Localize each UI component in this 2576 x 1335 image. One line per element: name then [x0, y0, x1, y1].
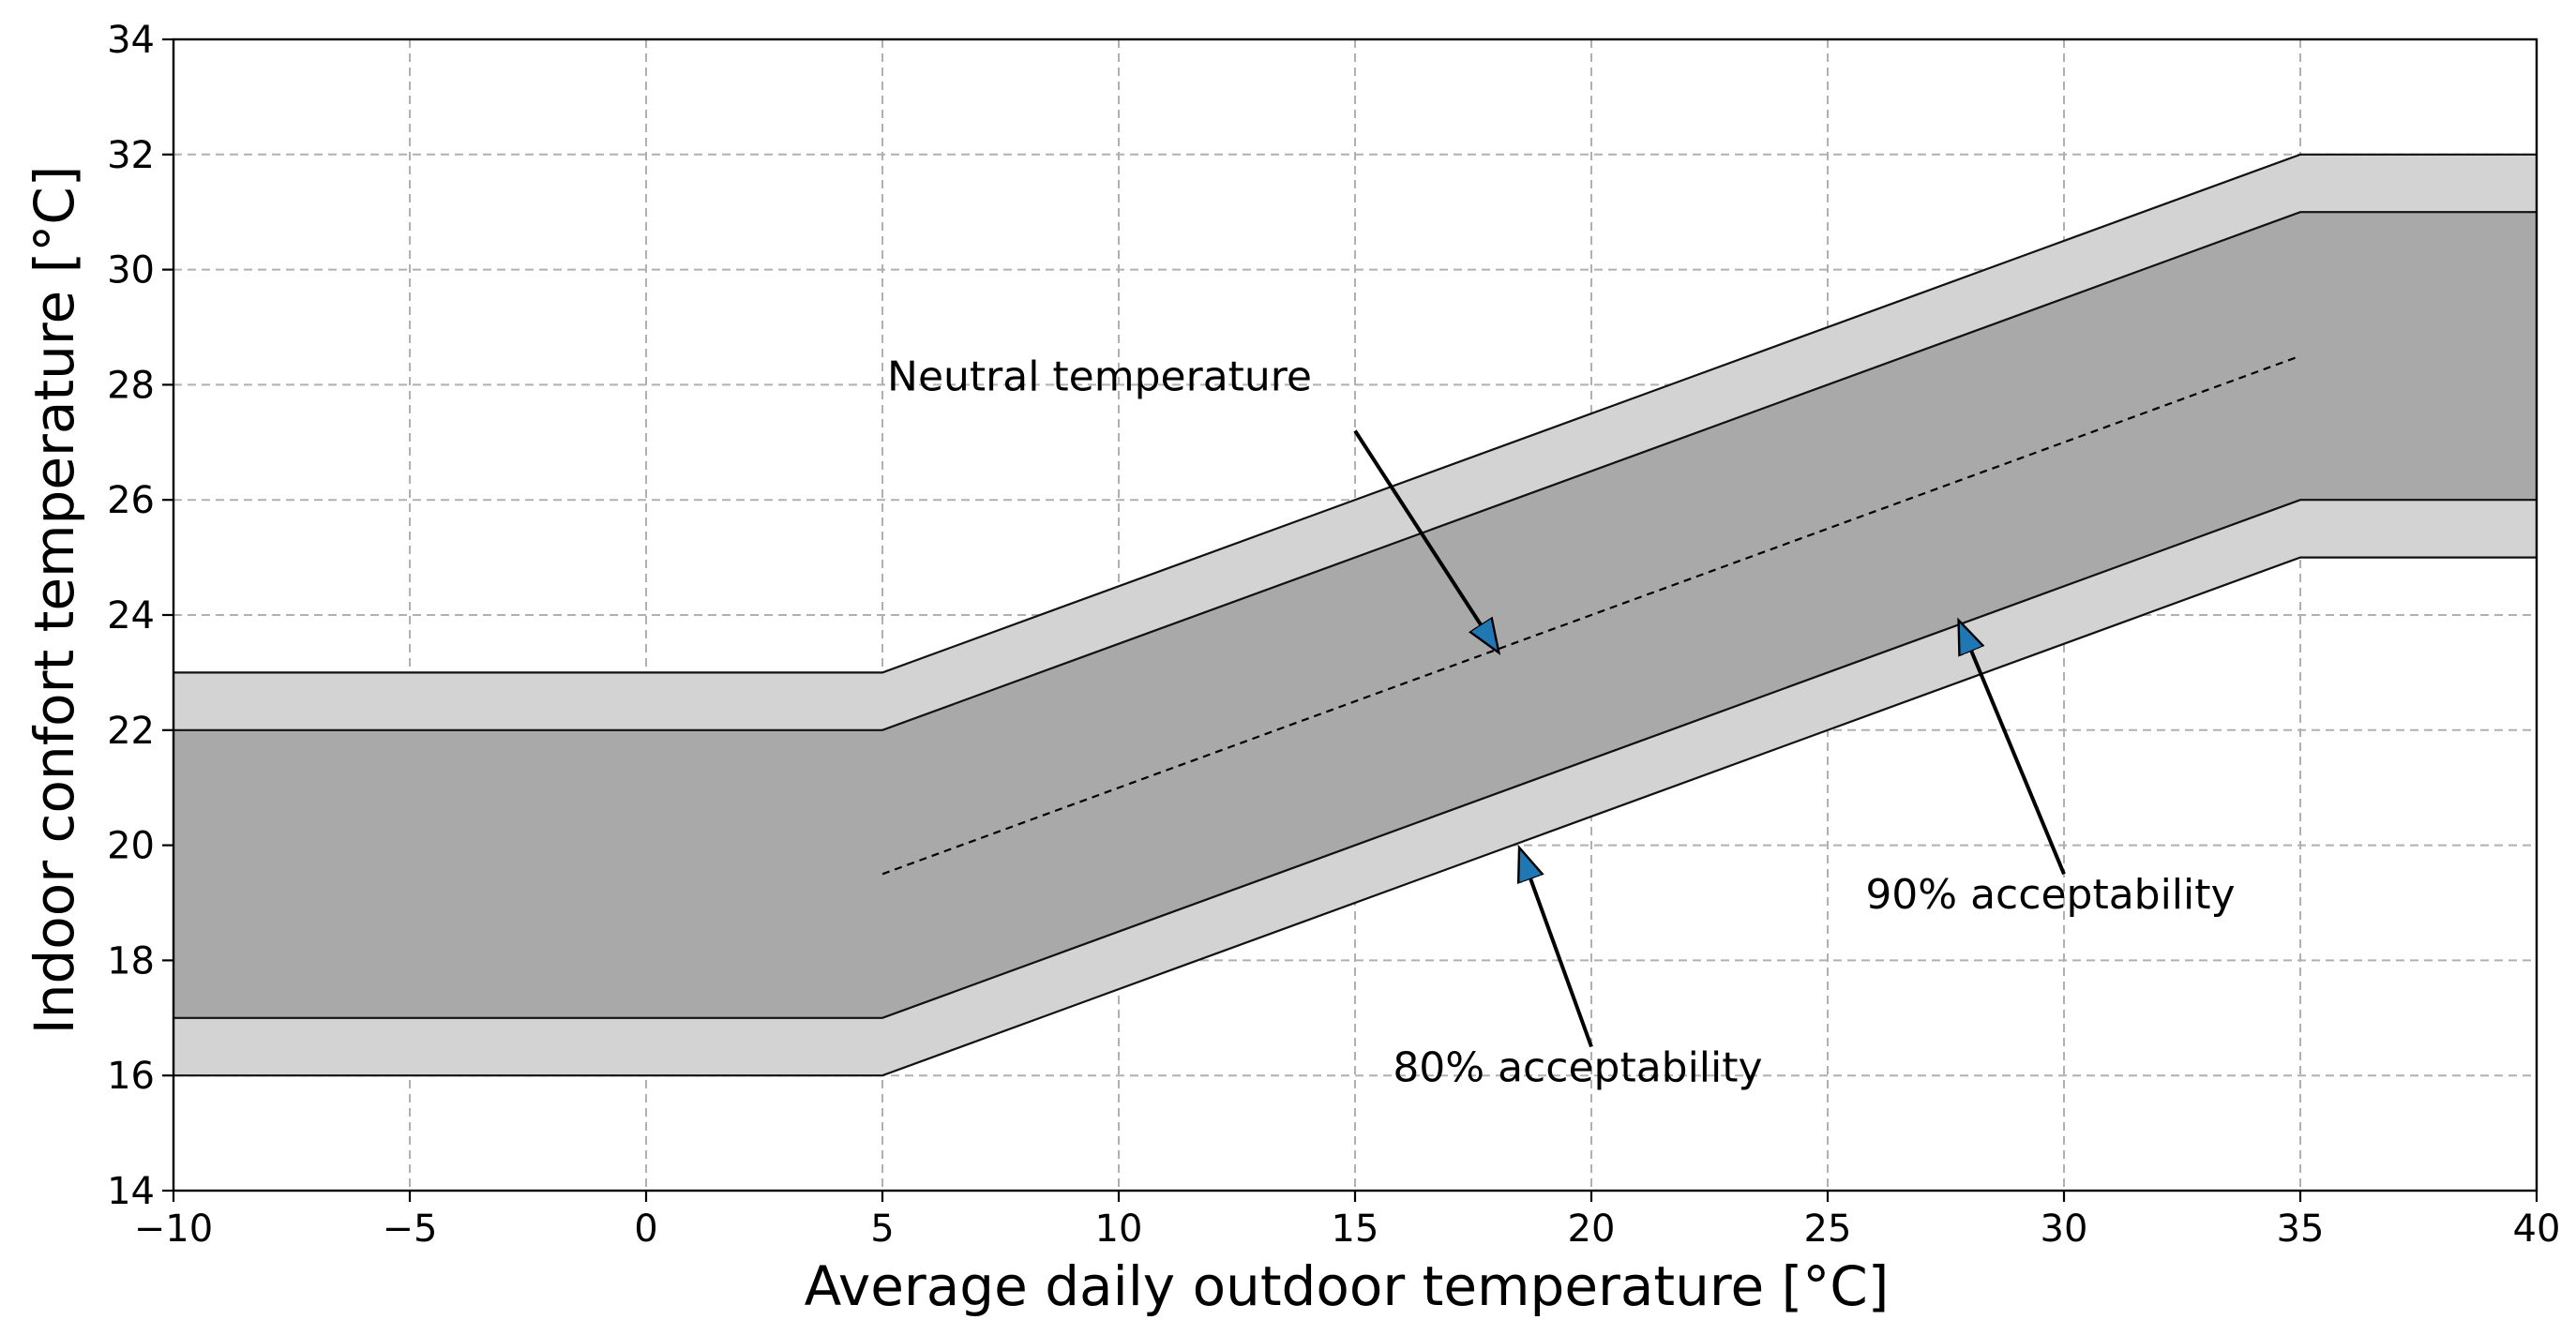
x-tick-label: 15 [1332, 1208, 1379, 1251]
y-tick-label: 26 [107, 479, 155, 522]
x-tick-label: 25 [1804, 1208, 1852, 1251]
band-90-lower-line [173, 499, 2537, 1019]
neutral-temperature-line [881, 354, 2301, 876]
x-tick-label: 5 [870, 1208, 894, 1251]
y-tick-label: 16 [107, 1055, 155, 1098]
x-tick-label: 20 [1568, 1208, 1616, 1251]
y-tick-label: 22 [107, 710, 155, 753]
x-tick-label: 10 [1095, 1208, 1143, 1251]
y-tick-label: 20 [107, 825, 155, 868]
y-tick-label: 18 [107, 939, 155, 982]
x-tick-label: −5 [383, 1208, 438, 1251]
axis-ticks: −10 −5 0 5 10 15 20 25 30 35 40 14 16 18 20 22 24 26 28 30 3… [107, 19, 2560, 1251]
x-tick-label: −10 [134, 1208, 213, 1251]
annotation-label-90: 90% acceptability [1865, 871, 2235, 919]
y-tick-label: 34 [107, 19, 155, 62]
x-axis-label: Average daily outdoor temperature [°C] [805, 1254, 1890, 1318]
neutral-line-layer [881, 354, 2301, 876]
annotation-arrow-neutral [1353, 429, 1497, 650]
comfort-bands [173, 153, 2537, 1077]
band-80-lower-line [173, 556, 2537, 1077]
band-90-fill [173, 212, 2537, 1018]
y-tick-label: 14 [107, 1170, 155, 1213]
annotation-arrow-80 [1520, 851, 1593, 1048]
x-tick-label: 35 [2277, 1208, 2325, 1251]
annotation-label-neutral: Neutral temperature [887, 353, 1312, 401]
band-90-upper-line [173, 211, 2537, 731]
y-tick-label: 28 [107, 364, 155, 407]
annotation-label-80: 80% acceptability [1393, 1043, 1762, 1091]
x-tick-label: 30 [2041, 1208, 2088, 1251]
x-tick-label: 40 [2513, 1208, 2561, 1251]
x-tick-label: 0 [634, 1208, 657, 1251]
annotations: Neutral temperature 90% acceptability 80% … [887, 353, 2236, 1092]
y-axis-label: Indoor confort temperature [°C] [23, 166, 86, 1035]
annotation-arrow-90 [1960, 623, 2066, 876]
y-tick-label: 24 [107, 594, 155, 638]
band-80-upper-line [173, 153, 2537, 674]
y-tick-label: 30 [107, 249, 155, 292]
y-tick-label: 32 [107, 134, 155, 177]
